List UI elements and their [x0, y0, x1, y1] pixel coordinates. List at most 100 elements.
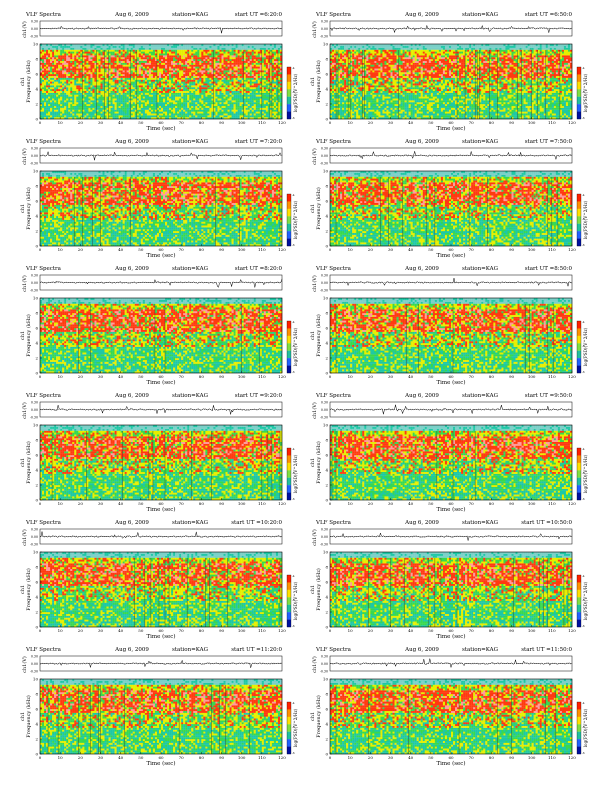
spectrogram-cell — [130, 104, 133, 107]
spectrogram-cell — [64, 62, 67, 65]
spectrogram-cell — [334, 111, 337, 114]
spectrogram-cell — [330, 113, 333, 116]
spectrogram-cell — [132, 96, 135, 99]
spectrogram-cell — [253, 83, 256, 86]
spectrogram-cell — [245, 79, 248, 82]
spectrogram-cell — [175, 64, 178, 67]
spectrogram-cell — [146, 60, 150, 63]
spectrogram-cell — [191, 75, 194, 78]
spectrogram-cell — [161, 87, 164, 90]
spectrogram-cell — [167, 94, 170, 97]
spectrogram-cell — [245, 94, 248, 97]
spectrogram-cell — [130, 115, 133, 118]
spectrogram-cell — [88, 68, 91, 71]
spectrogram-cell — [100, 51, 103, 54]
spectrogram-cell — [70, 55, 73, 58]
spectrogram-cell — [185, 72, 188, 75]
spectrogram-cell — [177, 81, 180, 84]
spectrogram-cell — [116, 68, 119, 71]
spectrogram-cell — [50, 111, 53, 114]
spectrogram-cell — [98, 98, 101, 101]
spectrogram-cell — [106, 60, 109, 63]
spectrogram-cell — [227, 60, 230, 63]
spectrogram-cell — [181, 104, 184, 107]
spectrogram-cell — [231, 109, 234, 112]
spectrogram-cell — [275, 60, 279, 63]
spectrogram-cell — [132, 109, 135, 112]
spectrogram-cell — [102, 74, 105, 77]
spectrogram-cell — [44, 111, 47, 114]
spectrogram-cell — [167, 70, 170, 73]
spectrogram-cell — [124, 102, 127, 105]
spectrogram-cell — [273, 55, 277, 58]
spectrogram-cell — [92, 117, 95, 120]
spectrogram-cell — [189, 98, 192, 101]
spectrogram-cell — [275, 92, 279, 95]
spectrogram-cell — [48, 90, 51, 93]
spectrogram-cell — [279, 45, 283, 48]
spectrogram-cell — [54, 115, 57, 118]
spectrogram-cell — [217, 100, 220, 103]
spectrogram-cell — [100, 87, 103, 90]
spectrogram-cell — [58, 72, 61, 75]
spectrogram-cell — [177, 75, 180, 78]
spectrogram-cell — [271, 94, 275, 97]
spectrogram-cell — [219, 47, 222, 50]
spectrogram-cell — [74, 79, 77, 82]
spectrogram-cell — [233, 104, 236, 107]
spectrogram-cell — [112, 107, 115, 110]
spectrogram-cell — [235, 85, 238, 88]
spectrogram-cell — [265, 113, 269, 116]
spectrogram-cell — [171, 59, 174, 62]
spectrogram-cell — [209, 81, 212, 84]
spectrogram-cell — [110, 107, 113, 110]
spectrogram-cell — [163, 111, 166, 114]
spectrogram-cell — [56, 72, 59, 75]
spectrogram-cell — [211, 105, 214, 108]
spectrogram-cell — [179, 62, 182, 65]
spectrogram-cell — [112, 47, 115, 50]
spectrogram-cell — [215, 60, 218, 63]
spectrogram-cell — [60, 49, 63, 52]
spectrogram-cell — [102, 45, 105, 48]
spectrogram-cell — [126, 96, 129, 99]
spectrogram-cell — [193, 57, 196, 60]
spectrogram-cell — [171, 57, 174, 60]
spectrogram-cell — [142, 92, 146, 95]
spectrogram-cell — [96, 89, 99, 92]
spectrogram-cell — [277, 92, 281, 95]
spectrogram-cell — [265, 109, 269, 112]
spectrogram-cell — [169, 85, 172, 88]
spectrogram-cell — [116, 72, 119, 75]
spectrogram-cell — [201, 94, 204, 97]
spectrogram-cell — [62, 60, 65, 63]
spectrogram-cell — [195, 74, 198, 77]
spectrogram-cell — [239, 94, 242, 97]
spectrogram-cell — [126, 68, 129, 71]
spectrogram-cell — [223, 64, 226, 67]
spectrogram-cell — [247, 115, 250, 118]
spectrogram-cell — [279, 70, 283, 73]
spectrogram-cell — [144, 62, 148, 65]
spectrogram-cell — [76, 49, 79, 52]
spectrogram-cell — [251, 53, 254, 56]
spectrogram-cell — [273, 98, 277, 101]
spectrogram-cell — [171, 83, 174, 86]
spectrogram-cell — [205, 77, 208, 80]
spectrogram-cell — [191, 113, 194, 116]
spectrogram-cell — [82, 111, 85, 114]
spectrogram-cell — [267, 49, 271, 52]
spectrogram-cell — [50, 96, 53, 99]
spectrogram-cell — [277, 102, 281, 105]
spectrogram-cell — [197, 70, 200, 73]
spectrogram-cell — [187, 74, 190, 77]
spectrogram-cell — [279, 62, 283, 65]
spectrogram-cell — [42, 105, 45, 108]
spectrogram-cell — [120, 68, 123, 71]
spectrogram-cell — [332, 96, 335, 99]
spectrogram-cell — [245, 90, 248, 93]
colorbar-swatch — [287, 81, 291, 90]
spectrogram-cell — [66, 77, 69, 80]
spectrogram-cell — [80, 92, 83, 95]
spectrogram-cell — [332, 109, 335, 112]
